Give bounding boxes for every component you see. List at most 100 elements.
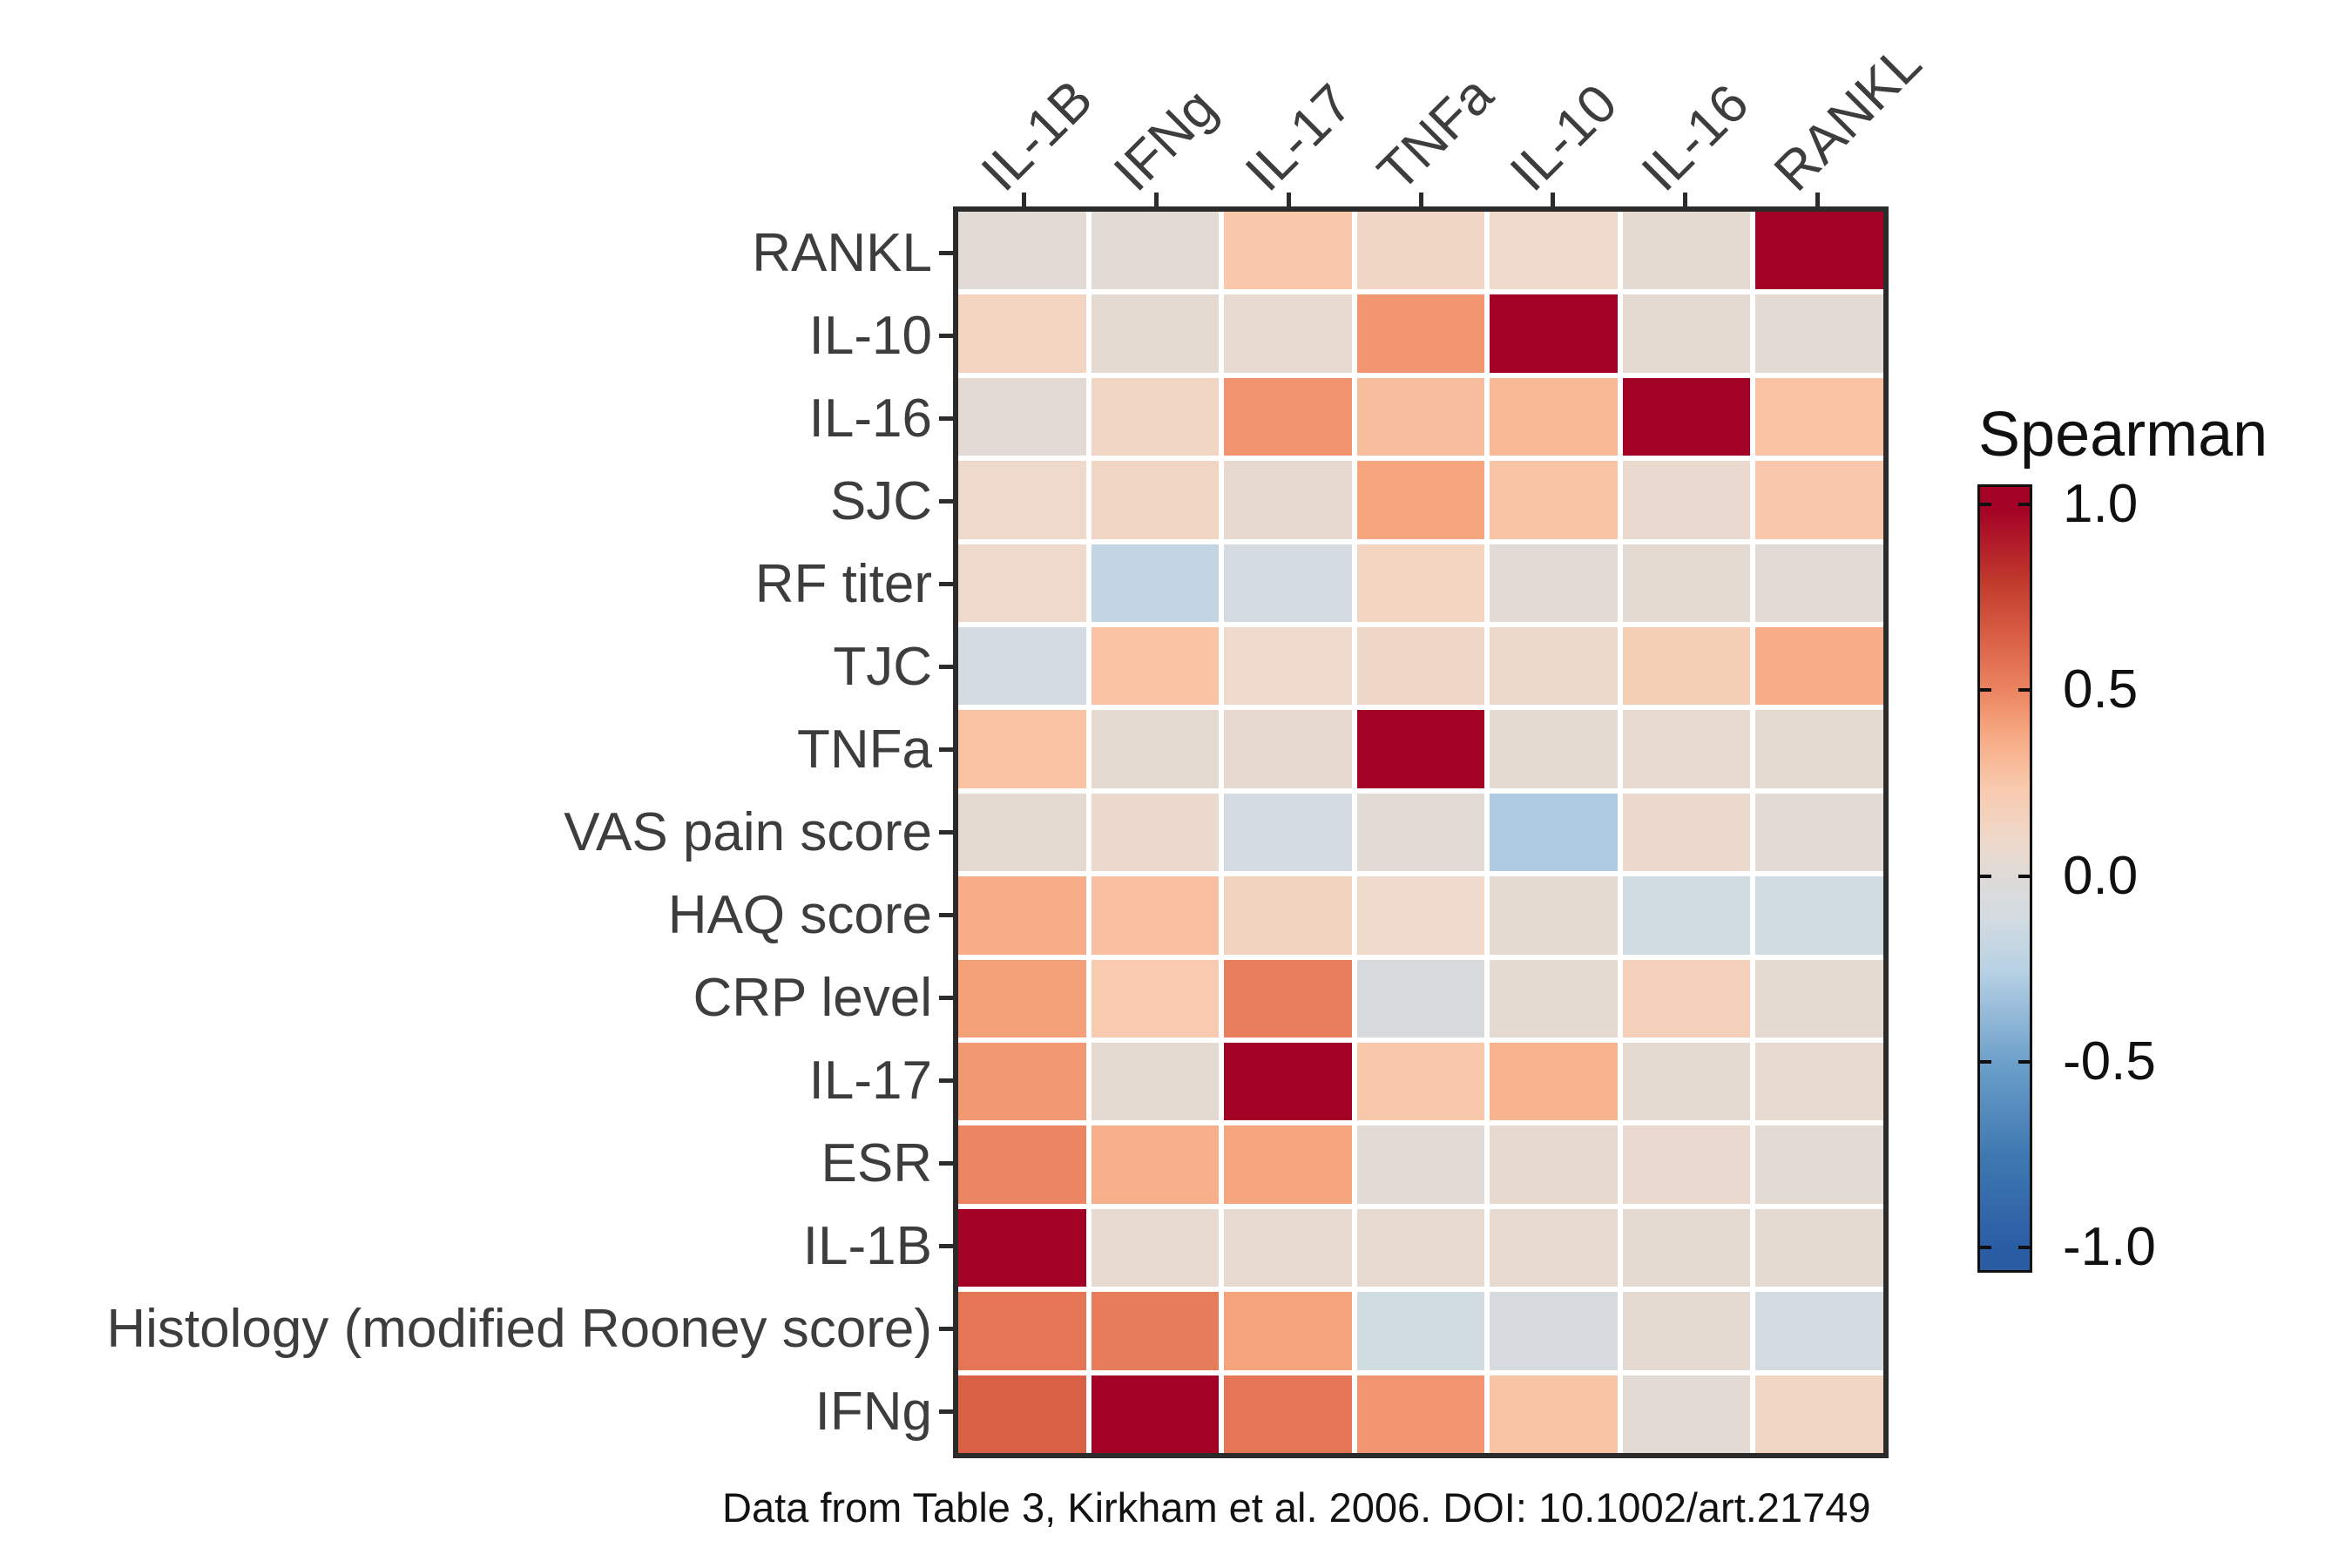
heatmap-cell bbox=[1490, 1125, 1618, 1204]
heatmap-cell bbox=[1755, 1043, 1883, 1121]
heatmap-cell bbox=[1490, 793, 1618, 872]
heatmap-cell bbox=[1091, 294, 1220, 373]
x-axis-tick bbox=[1551, 193, 1556, 206]
heatmap-cell bbox=[1091, 1375, 1220, 1453]
colorbar-tick bbox=[2018, 1059, 2030, 1064]
y-axis-tick bbox=[939, 1161, 953, 1166]
colorbar-tick bbox=[1980, 503, 1991, 507]
colorbar-gradient bbox=[1977, 484, 2032, 1273]
heatmap-cell bbox=[1224, 212, 1352, 290]
y-axis-tick bbox=[939, 499, 953, 504]
heatmap-cell bbox=[1356, 1208, 1485, 1288]
heatmap-cell bbox=[1490, 377, 1618, 456]
column-label: IL-1B bbox=[970, 69, 1105, 203]
colorbar-tick bbox=[1980, 688, 1991, 693]
heatmap-cell bbox=[1091, 1043, 1220, 1121]
heatmap-cell bbox=[958, 294, 1086, 373]
heatmap-cell bbox=[1755, 627, 1883, 706]
heatmap-cell bbox=[1091, 876, 1220, 955]
heatmap-cell bbox=[958, 1208, 1086, 1288]
x-axis-tick bbox=[1154, 193, 1159, 206]
heatmap-cell bbox=[1224, 627, 1352, 706]
colorbar-tick bbox=[2018, 874, 2030, 878]
row-label: ESR bbox=[821, 1133, 932, 1193]
x-axis-tick bbox=[1682, 193, 1687, 206]
heatmap-cell bbox=[958, 959, 1086, 1037]
heatmap-cell bbox=[1755, 876, 1883, 955]
row-label: IL-17 bbox=[808, 1051, 932, 1111]
heatmap-cell bbox=[1356, 461, 1485, 539]
heatmap-cell bbox=[958, 461, 1086, 539]
heatmap-cell bbox=[1490, 294, 1618, 373]
colorbar-title: Spearman bbox=[1978, 400, 2268, 470]
colorbar-tick-label: 0.0 bbox=[2063, 845, 2139, 906]
heatmap-cell bbox=[1622, 1208, 1751, 1288]
x-axis-tick bbox=[1418, 193, 1423, 206]
heatmap-cell bbox=[1091, 627, 1220, 706]
colorbar-tick bbox=[2018, 503, 2030, 507]
heatmap-cell bbox=[1755, 710, 1883, 788]
x-axis-tick bbox=[1815, 193, 1820, 206]
row-label: IL-1B bbox=[802, 1216, 932, 1276]
heatmap-cell bbox=[1091, 710, 1220, 788]
heatmap-cell bbox=[1755, 959, 1883, 1037]
heatmap-cell bbox=[1490, 876, 1618, 955]
heatmap-cell bbox=[1622, 1043, 1751, 1121]
heatmap-cell bbox=[1622, 544, 1751, 622]
row-label: TJC bbox=[833, 637, 932, 697]
heatmap-cell bbox=[1356, 212, 1485, 290]
heatmap-cell bbox=[1224, 544, 1352, 622]
heatmap-cell bbox=[1091, 1292, 1220, 1370]
heatmap-cell bbox=[1490, 1375, 1618, 1453]
heatmap-cell bbox=[1091, 377, 1220, 456]
heatmap-cell bbox=[1622, 1125, 1751, 1204]
column-label: IL-17 bbox=[1234, 72, 1364, 203]
row-label: IFNg bbox=[814, 1382, 932, 1442]
heatmap-cell bbox=[1356, 1292, 1485, 1370]
heatmap-cell bbox=[1224, 1292, 1352, 1370]
x-axis-tick bbox=[1286, 193, 1291, 206]
row-label: SJC bbox=[829, 471, 932, 531]
column-label: IL-16 bbox=[1631, 72, 1761, 203]
column-label: IFNg bbox=[1102, 77, 1228, 203]
heatmap-cell bbox=[1224, 377, 1352, 456]
heatmap-cell bbox=[1356, 294, 1485, 373]
row-label: HAQ score bbox=[667, 885, 932, 945]
heatmap-cell bbox=[1755, 1125, 1883, 1204]
heatmap-cell bbox=[1091, 461, 1220, 539]
row-label: RF titer bbox=[754, 554, 932, 614]
heatmap-cell bbox=[958, 212, 1086, 290]
column-label: RANKL bbox=[1763, 32, 1934, 203]
heatmap-cell bbox=[958, 544, 1086, 622]
heatmap-cell bbox=[1224, 1043, 1352, 1121]
heatmap-cell bbox=[1490, 544, 1618, 622]
heatmap-cell bbox=[1356, 1043, 1485, 1121]
column-label: IL-10 bbox=[1498, 72, 1629, 203]
heatmap-cell bbox=[1755, 212, 1883, 290]
colorbar-tick bbox=[1980, 1059, 1991, 1064]
row-label: Histology (modified Rooney score) bbox=[106, 1299, 932, 1359]
heatmap-cell bbox=[1755, 461, 1883, 539]
heatmap-cell bbox=[1755, 294, 1883, 373]
colorbar-tick-label: -0.5 bbox=[2063, 1031, 2156, 1092]
heatmap-cell bbox=[1490, 1043, 1618, 1121]
colorbar-tick-label: 1.0 bbox=[2063, 474, 2139, 535]
heatmap-cell bbox=[1091, 1208, 1220, 1288]
heatmap-cell bbox=[958, 710, 1086, 788]
heatmap-cell bbox=[1224, 793, 1352, 872]
heatmap-cell bbox=[1356, 959, 1485, 1037]
colorbar-tick bbox=[1980, 1245, 1991, 1249]
heatmap-cell bbox=[1356, 1375, 1485, 1453]
y-axis-tick bbox=[939, 1409, 953, 1414]
heatmap-cell bbox=[1622, 1375, 1751, 1453]
heatmap-cell bbox=[1224, 876, 1352, 955]
heatmap-cell bbox=[1224, 1125, 1352, 1204]
heatmap-cell bbox=[1490, 627, 1618, 706]
y-axis-tick bbox=[939, 416, 953, 421]
colorbar-tick bbox=[2018, 1245, 2030, 1249]
column-label: TNFa bbox=[1366, 64, 1505, 203]
colorbar-tick bbox=[1980, 874, 1991, 878]
heatmap-cell bbox=[1755, 1208, 1883, 1288]
heatmap-cell bbox=[1356, 544, 1485, 622]
heatmap-cell bbox=[1755, 544, 1883, 622]
